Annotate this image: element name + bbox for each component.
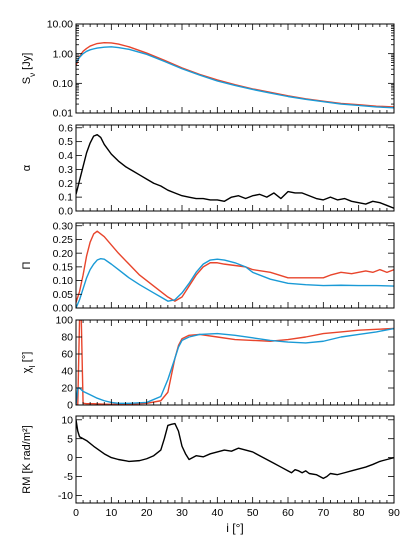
y-tick-label: 0.01: [53, 108, 74, 120]
series-pol-red: [76, 230, 394, 303]
y-tick-label: -5: [64, 471, 73, 483]
y-tick-label: 0.5: [58, 136, 73, 148]
y-tick-label: 20: [61, 383, 73, 395]
y-tick-label: 10.00: [47, 19, 73, 31]
y-tick-label: 80: [61, 332, 73, 344]
series-alpha-black: [76, 134, 394, 209]
series-chi-red: [76, 320, 394, 405]
y-tick-label: 0: [67, 452, 73, 464]
panel-alpha: 0.0 0.1 0.2 0.3 0.4 0.5 0.6 α: [21, 122, 395, 218]
y-axis-label-alpha: α: [21, 164, 33, 171]
y-tick-label: 0.25: [53, 234, 74, 246]
y-tick-label: 0.20: [53, 248, 74, 260]
y-tick-label: 0: [67, 400, 73, 412]
y-tick-label: 0.3: [58, 164, 73, 176]
x-tick-label: 70: [317, 507, 329, 519]
y-tick-label: 0.4: [58, 150, 73, 162]
plot-frame-flux: [75, 23, 395, 114]
x-tick-label: 0: [73, 507, 79, 519]
y-axis-label-chi: χI [°]: [21, 352, 37, 374]
y-axis-label-rm: RM [K rad/m²]: [21, 425, 33, 493]
x-tick-label: 20: [141, 507, 153, 519]
series-rm-black: [76, 419, 394, 480]
x-tick-label: 80: [353, 507, 365, 519]
x-tick-label: 40: [211, 507, 223, 519]
y-tick-label: 0.6: [58, 122, 73, 134]
plot-frame-chi: [75, 319, 395, 406]
y-tick-label: 100: [55, 315, 73, 327]
y-tick-label: 40: [61, 366, 73, 378]
y-tick-label: 0.2: [58, 178, 73, 190]
y-tick-label: 5: [67, 433, 73, 445]
y-tick-label: 0.10: [53, 275, 74, 287]
y-tick-label: 0.1: [58, 192, 73, 204]
x-tick-label: 10: [105, 507, 117, 519]
x-tick-label: 60: [282, 507, 294, 519]
y-tick-label: 0.30: [53, 220, 74, 232]
y-axis-label-flux: Sν [Jy]: [21, 53, 37, 85]
plot-frame-rm: [75, 415, 395, 504]
series-flux-red: [76, 41, 394, 108]
plot-frame-pol: [75, 222, 395, 309]
y-tick-label: 60: [61, 349, 73, 361]
series-flux-blue: [76, 46, 394, 109]
plot-frame-alpha: [75, 124, 395, 212]
panel-rm: -10 -5 0 5 10 RM [K rad/m²] 0 10 20 30 40 50 60 70 80 9…: [21, 414, 400, 519]
panel-flux: 0.01 0.10 1.00 10.00 Sν [Jy]: [21, 19, 395, 120]
y-tick-label: -10: [58, 490, 73, 502]
y-tick-label: 0.10: [53, 78, 74, 90]
x-tick-label: 90: [388, 507, 400, 519]
y-axis-label-pol: Π: [21, 261, 33, 269]
x-axis-label: i [°]: [226, 521, 243, 535]
panel-pol: 0.00 0.05 0.10 0.150.20 0.25 0.30 Π: [21, 220, 395, 315]
panel-chi: 0 20 40 60 80 100 χI [°]: [21, 315, 395, 412]
y-tick-label: 1.00: [53, 48, 74, 60]
x-tick-label: 50: [247, 507, 259, 519]
series-pol-blue: [76, 257, 394, 308]
y-tick-label: 0.00: [53, 303, 74, 315]
y-tick-label: 0.0: [58, 206, 73, 218]
y-tick-label: 10: [61, 414, 73, 426]
y-tick-label: 0.05: [53, 289, 74, 301]
x-tick-label: 30: [176, 507, 188, 519]
series-chi-blue: [76, 327, 394, 405]
y-tick-label: 0.15: [53, 261, 74, 273]
